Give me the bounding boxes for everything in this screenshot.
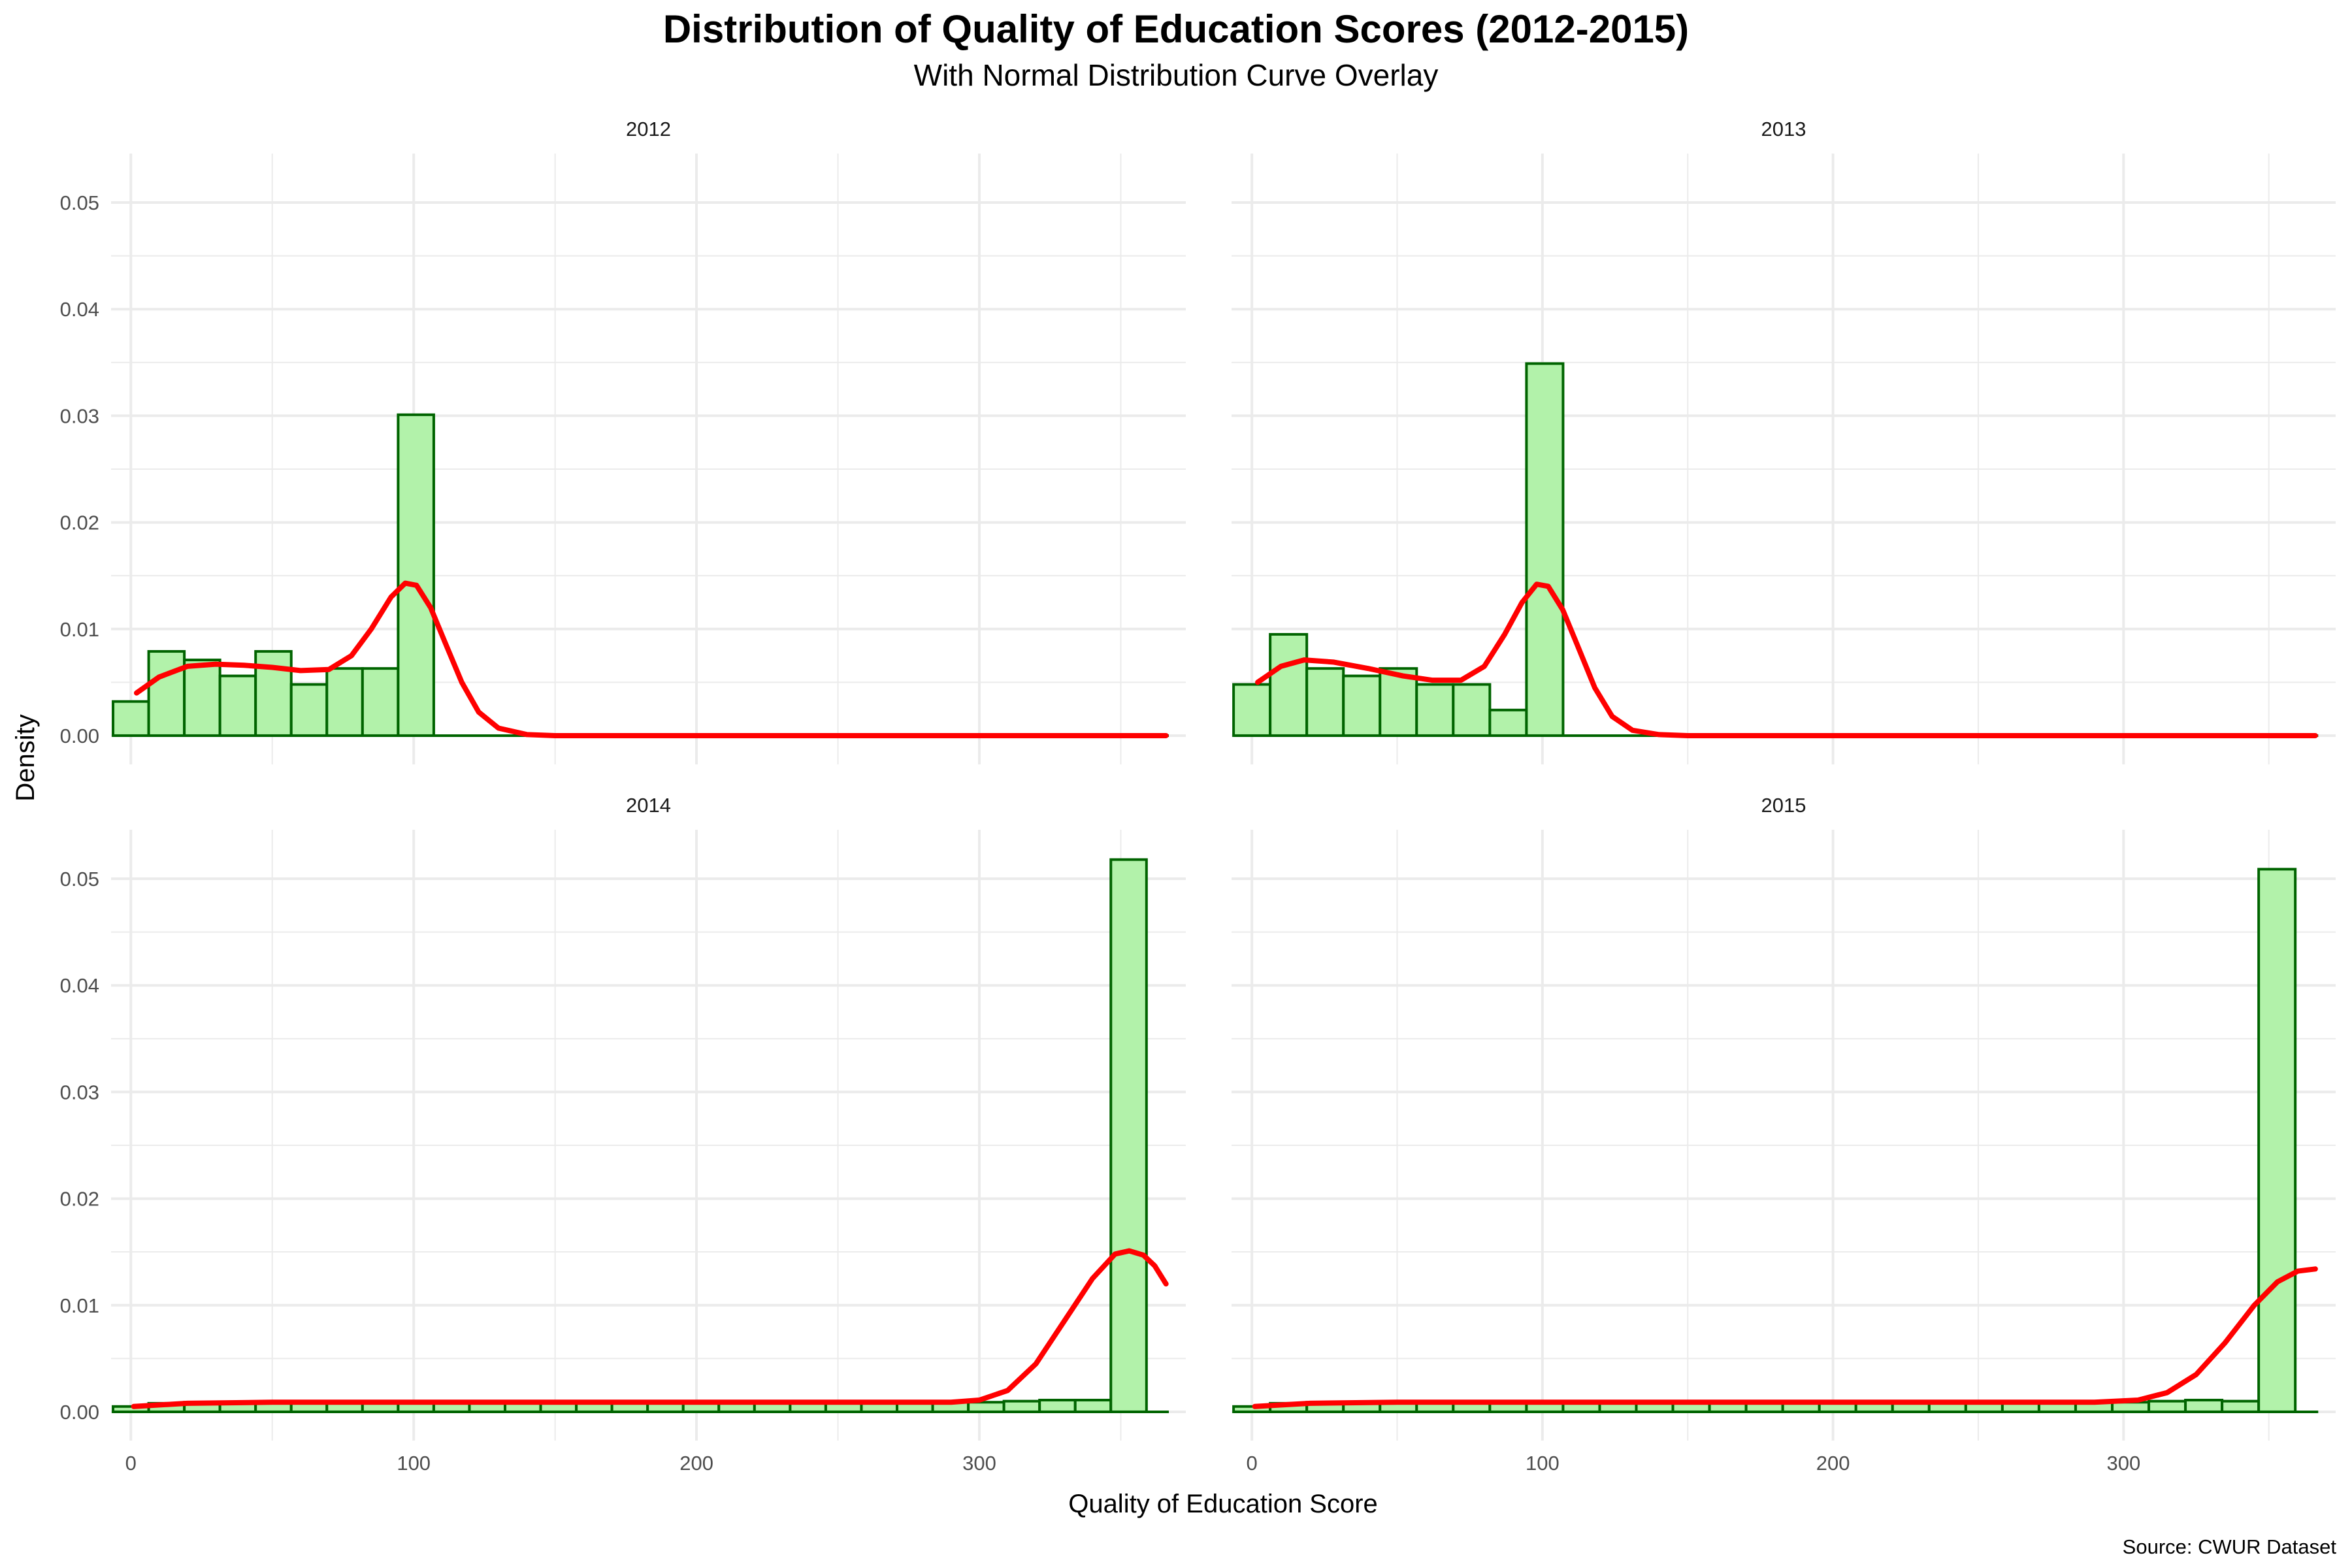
facet-label: 2013 [1761,118,1806,140]
density-curve [133,580,1169,738]
histogram-bar [2148,1399,2187,1413]
x-tick-label: 200 [1816,1452,1850,1475]
x-axis-label: Quality of Education Score [1068,1490,1378,1518]
y-tick-label: 0.00 [60,1401,99,1424]
facet-label: 2015 [1761,794,1806,817]
facet-label: 2012 [626,118,671,140]
y-tick-label: 0.02 [60,1188,99,1211]
chart-subtitle: With Normal Distribution Curve Overlay [913,58,1439,92]
histogram-bar [1109,858,1148,1413]
panel-2014: 2014 0.00 0.01 0.02 0.03 0.04 0.05 0 100 200 300 [60,794,1186,1475]
histogram-bar [112,700,150,737]
x-tick-label: 300 [962,1452,996,1475]
histogram-bar [1002,1399,1041,1413]
histogram-bar [1232,683,1272,737]
y-tick-label: 0.04 [60,974,99,997]
x-tick-label: 0 [1247,1452,1258,1475]
histogram-bar [361,667,400,737]
x-tick-label: 100 [1526,1452,1560,1475]
y-tick-label: 0.01 [60,618,99,641]
histogram-bar [147,650,186,737]
histogram-bar [2184,1398,2224,1413]
y-tick-label: 0.05 [60,191,99,214]
y-tick-label: 0.01 [60,1294,99,1317]
y-tick-label: 0.03 [60,1081,99,1103]
x-tick-label: 100 [397,1452,431,1475]
y-tick-label: 0.02 [60,512,99,534]
histogram-bar [2257,868,2297,1413]
density-curve [1255,581,2318,738]
x-tick-label: 300 [2106,1452,2140,1475]
y-axis-label: Density [11,714,40,801]
histogram-bar [1488,708,1528,737]
x-tick-label: 0 [125,1452,137,1475]
density-curve [131,1248,1169,1409]
histogram-bar [1342,674,1382,737]
histogram-bar [2221,1399,2261,1413]
y-tick-label: 0.05 [60,868,99,890]
facet-label: 2014 [626,794,671,817]
histogram-bar [397,413,435,737]
x-tick-label: 200 [679,1452,713,1475]
histogram-bar [1269,632,1309,737]
histogram-bar [967,1401,1005,1413]
y-tick-label: 0.03 [60,404,99,427]
density-curve [1252,1266,2318,1409]
histogram-bar [1038,1398,1077,1413]
panel-2012: 2012 0.00 0.01 0.02 0.03 0.04 0.05 [60,118,1186,764]
histogram-bar [183,659,221,737]
histogram-bar [1305,667,1345,737]
histogram-bar [1415,683,1455,737]
y-tick-label: 0.00 [60,725,99,747]
histogram-bar [325,667,364,737]
histogram-bar [218,674,257,737]
chart-title: Distribution of Quality of Education Sco… [662,7,1690,51]
panel-2013: 2013 [1232,118,2336,764]
histogram-bar [1452,683,1492,737]
histogram-bar [1525,362,1565,737]
histogram-bar [1073,1398,1113,1413]
y-tick-label: 0.04 [60,298,99,321]
panel-2015: 2015 0 100 200 300 [1232,794,2336,1475]
chart-panels: 2012 0.00 0.01 0.02 0.03 0.04 0.05 2013 2014 0.00… [60,118,2336,1475]
histogram-bar [289,683,329,737]
chart-caption: Source: CWUR Dataset [2122,1535,2336,1558]
